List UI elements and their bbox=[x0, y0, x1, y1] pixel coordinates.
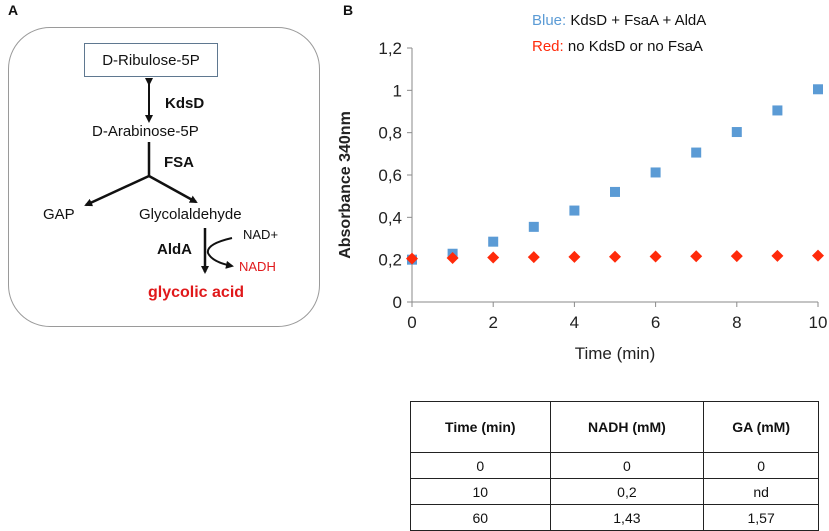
table-header-row: Time (min) NADH (mM) GA (mM) bbox=[410, 401, 819, 453]
pathway-box bbox=[8, 27, 320, 327]
x-tick-label: 10 bbox=[809, 313, 828, 332]
table-cell: 0 bbox=[410, 452, 551, 479]
data-point-red bbox=[446, 251, 459, 264]
nad-label: NAD+ bbox=[243, 227, 279, 242]
y-tick-label: 0,4 bbox=[378, 208, 402, 227]
ribulose-label: D-Ribulose-5P bbox=[102, 51, 200, 69]
table-cell: nd bbox=[703, 478, 819, 505]
nadh-label: NADH bbox=[239, 259, 276, 274]
pathway-arrows bbox=[84, 78, 234, 274]
panel-b-label: B bbox=[343, 2, 354, 18]
fsa-label: FSA bbox=[164, 154, 194, 171]
table-cell: 60 bbox=[410, 504, 551, 531]
table-header-nadh: NADH (mM) bbox=[549, 401, 705, 453]
table-cell: 1,43 bbox=[549, 504, 705, 531]
glycolaldehyde-arrow bbox=[148, 174, 198, 204]
y-tick-label: 0,2 bbox=[378, 251, 402, 270]
data-point-blue bbox=[569, 205, 580, 216]
data-point-blue bbox=[610, 186, 620, 197]
y-axis-title: Absorbance 340nm bbox=[337, 111, 354, 259]
table-row: 60 1,43 1,57 bbox=[410, 504, 819, 531]
data-point-blue bbox=[772, 105, 783, 116]
table-row: 0 0 0 bbox=[410, 452, 819, 479]
pathway-panel: A D-Ribulose-5P KdsD D-Arabinose-5P FSA … bbox=[0, 0, 330, 330]
y-tick-label: 0,6 bbox=[378, 166, 402, 185]
x-tick-label: 4 bbox=[570, 313, 579, 332]
legend-red-text: no KdsD or no FsaA bbox=[567, 38, 703, 55]
panel-a-label: A bbox=[8, 2, 19, 18]
y-tick-label: 1,2 bbox=[378, 39, 402, 58]
legend-blue-text: KdsD + FsaA + AldA bbox=[570, 12, 707, 29]
data-point-red bbox=[730, 250, 743, 263]
data-point-red bbox=[406, 252, 418, 265]
glycolic-acid-label: glycolic acid bbox=[148, 284, 245, 301]
data-point-red bbox=[649, 250, 662, 263]
gap-label: GAP bbox=[43, 206, 75, 223]
table-header-ga: GA (mM) bbox=[703, 401, 819, 453]
x-axis-title: Time (min) bbox=[575, 344, 656, 363]
data-point-blue bbox=[813, 84, 823, 95]
y-tick-label: 1 bbox=[393, 81, 402, 100]
data-point-red bbox=[609, 250, 621, 263]
ribulose-node: D-Ribulose-5P bbox=[84, 43, 218, 77]
table-cell: 0 bbox=[703, 452, 819, 479]
legend-blue-key: Blue: bbox=[532, 12, 567, 29]
legend-red-key: Red: bbox=[532, 38, 564, 55]
gap-arrow bbox=[84, 174, 150, 207]
kdsd-label: KdsD bbox=[165, 95, 205, 112]
alda-label: AldA bbox=[157, 241, 192, 258]
y-tick-label: 0 bbox=[393, 293, 402, 312]
data-point-red bbox=[771, 249, 784, 262]
x-tick-label: 0 bbox=[407, 313, 416, 332]
arabinose-label: D-Arabinose-5P bbox=[92, 123, 199, 140]
nadh-ga-table: Time (min) NADH (mM) GA (mM) 0 0 0 10 0,… bbox=[410, 401, 819, 531]
data-point-blue bbox=[488, 236, 499, 247]
data-point-red bbox=[527, 251, 540, 264]
data-point-red bbox=[487, 251, 500, 264]
data-point-red bbox=[690, 250, 703, 263]
x-tick-label: 6 bbox=[651, 313, 660, 332]
x-tick-label: 2 bbox=[488, 313, 497, 332]
table-header-time: Time (min) bbox=[410, 401, 551, 453]
table-row: 10 0,2 nd bbox=[410, 478, 819, 505]
data-point-blue bbox=[528, 221, 539, 232]
nad-curve bbox=[206, 237, 234, 269]
legend-red: Red: no KdsD or no FsaA bbox=[532, 38, 703, 55]
table-cell: 0,2 bbox=[549, 478, 705, 505]
data-point-red bbox=[568, 250, 581, 263]
data-point-blue bbox=[731, 127, 742, 138]
glycolaldehyde-label: Glycolaldehyde bbox=[139, 206, 242, 223]
x-tick-label: 8 bbox=[732, 313, 741, 332]
data-point-blue bbox=[650, 167, 661, 178]
legend-blue: Blue: KdsD + FsaA + AldA bbox=[532, 12, 706, 29]
table-cell: 0 bbox=[549, 452, 705, 479]
absorbance-chart: 0 0,2 0,4 0,6 0,8 1 1,2 0 2 4 6 8 10 Time (min) Absorb… bbox=[337, 39, 828, 363]
data-point-red bbox=[812, 249, 824, 262]
y-tick-label: 0,8 bbox=[378, 124, 402, 143]
data-point-blue bbox=[691, 147, 702, 158]
table-cell: 10 bbox=[410, 478, 551, 505]
table-cell: 1,57 bbox=[703, 504, 819, 531]
